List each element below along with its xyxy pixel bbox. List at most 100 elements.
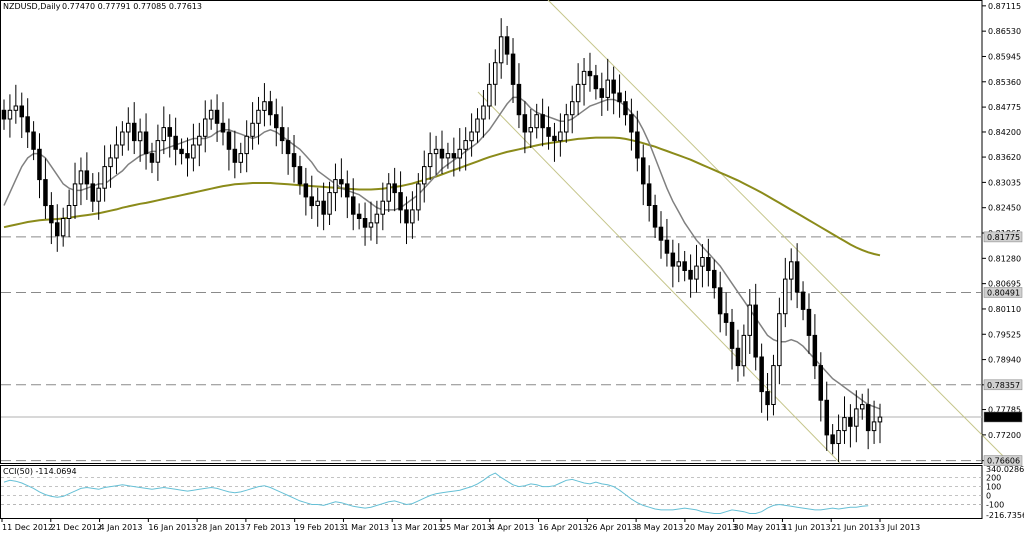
candle-body bbox=[315, 200, 320, 206]
price-tick-label: 0.86530 bbox=[988, 27, 1021, 36]
candle-body bbox=[149, 153, 155, 163]
price-tick-label: 0.80695 bbox=[988, 280, 1021, 289]
time-tick-label: 3 Jul 2013 bbox=[880, 523, 920, 532]
price-tick-label: 0.80110 bbox=[988, 305, 1021, 314]
candle-body bbox=[830, 434, 835, 445]
time-tick-label: 8 May 2013 bbox=[636, 523, 683, 532]
candle-body bbox=[777, 313, 782, 367]
candle-body bbox=[445, 153, 451, 159]
candle-body bbox=[546, 127, 551, 137]
candle-body bbox=[90, 183, 95, 202]
candle-body bbox=[457, 148, 462, 159]
candle-body bbox=[114, 144, 119, 159]
cci-tick-label: 340.0286 bbox=[986, 465, 1024, 474]
price-label-box-2 bbox=[983, 379, 1023, 391]
candle-body bbox=[451, 153, 457, 159]
time-tick-label: 28 Jan 2013 bbox=[197, 523, 245, 532]
candle-body bbox=[463, 140, 468, 150]
candle-body bbox=[321, 200, 326, 215]
candle-body bbox=[439, 148, 445, 159]
candle-body bbox=[652, 205, 658, 228]
main-plot-area bbox=[0, 0, 1011, 464]
candle-body bbox=[416, 183, 421, 211]
candle-body bbox=[593, 75, 599, 90]
price-tick-label: 0.83035 bbox=[988, 178, 1021, 187]
ohlc-label: 0.77470 0.77791 0.77085 0.77613 bbox=[62, 2, 202, 11]
candle-body bbox=[635, 131, 640, 159]
candle-body bbox=[386, 183, 391, 202]
price-tick-label: 0.81280 bbox=[988, 254, 1021, 263]
candle-body bbox=[629, 114, 634, 133]
candle-body bbox=[96, 187, 101, 202]
price-label-1: 0.80491 bbox=[987, 288, 1020, 297]
candle-body bbox=[84, 170, 90, 185]
candle-body bbox=[800, 291, 806, 310]
candle-body bbox=[362, 218, 368, 228]
candle-body bbox=[374, 213, 380, 224]
candle-body bbox=[43, 179, 48, 207]
candle-body bbox=[759, 356, 764, 393]
candle-body bbox=[469, 131, 474, 142]
time-tick-label: 4 Apr 2013 bbox=[490, 523, 534, 532]
candle-body bbox=[327, 192, 332, 215]
candle-body bbox=[410, 209, 415, 224]
candle-body bbox=[587, 70, 593, 77]
time-tick-label: 4 Jan 2013 bbox=[100, 523, 143, 532]
candle-body bbox=[765, 391, 770, 406]
candle-body bbox=[534, 114, 539, 129]
candle-body bbox=[836, 430, 841, 444]
candle-body bbox=[865, 404, 871, 432]
candle-body bbox=[309, 196, 314, 207]
candle-body bbox=[581, 70, 587, 85]
candle-body bbox=[735, 347, 741, 367]
cci-tick-label: -216.7356 bbox=[986, 511, 1024, 520]
candle-body bbox=[877, 416, 883, 423]
price-label-box-1 bbox=[983, 287, 1023, 298]
candle-body bbox=[729, 321, 735, 349]
candle-body bbox=[700, 257, 705, 267]
candle-body bbox=[599, 88, 604, 98]
candle-body bbox=[712, 269, 717, 289]
main-frame bbox=[0, 0, 983, 464]
candle-body bbox=[676, 261, 681, 267]
price-tick-label: 0.87115 bbox=[988, 2, 1021, 11]
price-label-box-4 bbox=[983, 455, 1023, 466]
candle-body bbox=[427, 153, 433, 168]
candle-body bbox=[303, 183, 309, 198]
time-tick-label: 19 Feb 2013 bbox=[295, 523, 345, 532]
candle-body bbox=[238, 153, 243, 163]
candle-body bbox=[291, 153, 297, 168]
candle-body bbox=[13, 105, 19, 111]
candle-body bbox=[155, 140, 161, 163]
price-tick-label: 0.84200 bbox=[988, 128, 1021, 137]
candle-body bbox=[37, 148, 42, 181]
candle-body bbox=[161, 127, 166, 142]
candle-body bbox=[368, 222, 374, 228]
time-tick-label: 21 Dec 2012 bbox=[51, 523, 102, 532]
candle-body bbox=[232, 148, 238, 163]
candle-body bbox=[789, 261, 794, 280]
price-tick-label: 0.84775 bbox=[988, 103, 1021, 112]
candle-body bbox=[658, 226, 664, 241]
candle-body bbox=[641, 157, 646, 185]
candle-body bbox=[646, 183, 652, 206]
candle-body bbox=[108, 157, 113, 168]
candle-body bbox=[339, 179, 344, 185]
candle-body bbox=[173, 135, 178, 150]
candle-body bbox=[422, 166, 427, 185]
candle-body bbox=[126, 122, 131, 133]
candle-body bbox=[268, 101, 273, 116]
candle-body bbox=[197, 135, 202, 146]
candle-body bbox=[783, 278, 788, 315]
candle-body bbox=[392, 183, 397, 194]
candle-body bbox=[433, 148, 439, 155]
cci-tick-label: 200 bbox=[986, 474, 1001, 483]
candle-body bbox=[552, 135, 557, 142]
candle-body bbox=[516, 83, 522, 116]
price-tick-label: 0.77785 bbox=[988, 406, 1021, 415]
candle-body bbox=[510, 53, 516, 85]
price-tick-label: 0.78940 bbox=[988, 356, 1021, 365]
candle-body bbox=[753, 304, 758, 358]
candle-body bbox=[404, 209, 409, 224]
candle-body bbox=[220, 122, 226, 133]
